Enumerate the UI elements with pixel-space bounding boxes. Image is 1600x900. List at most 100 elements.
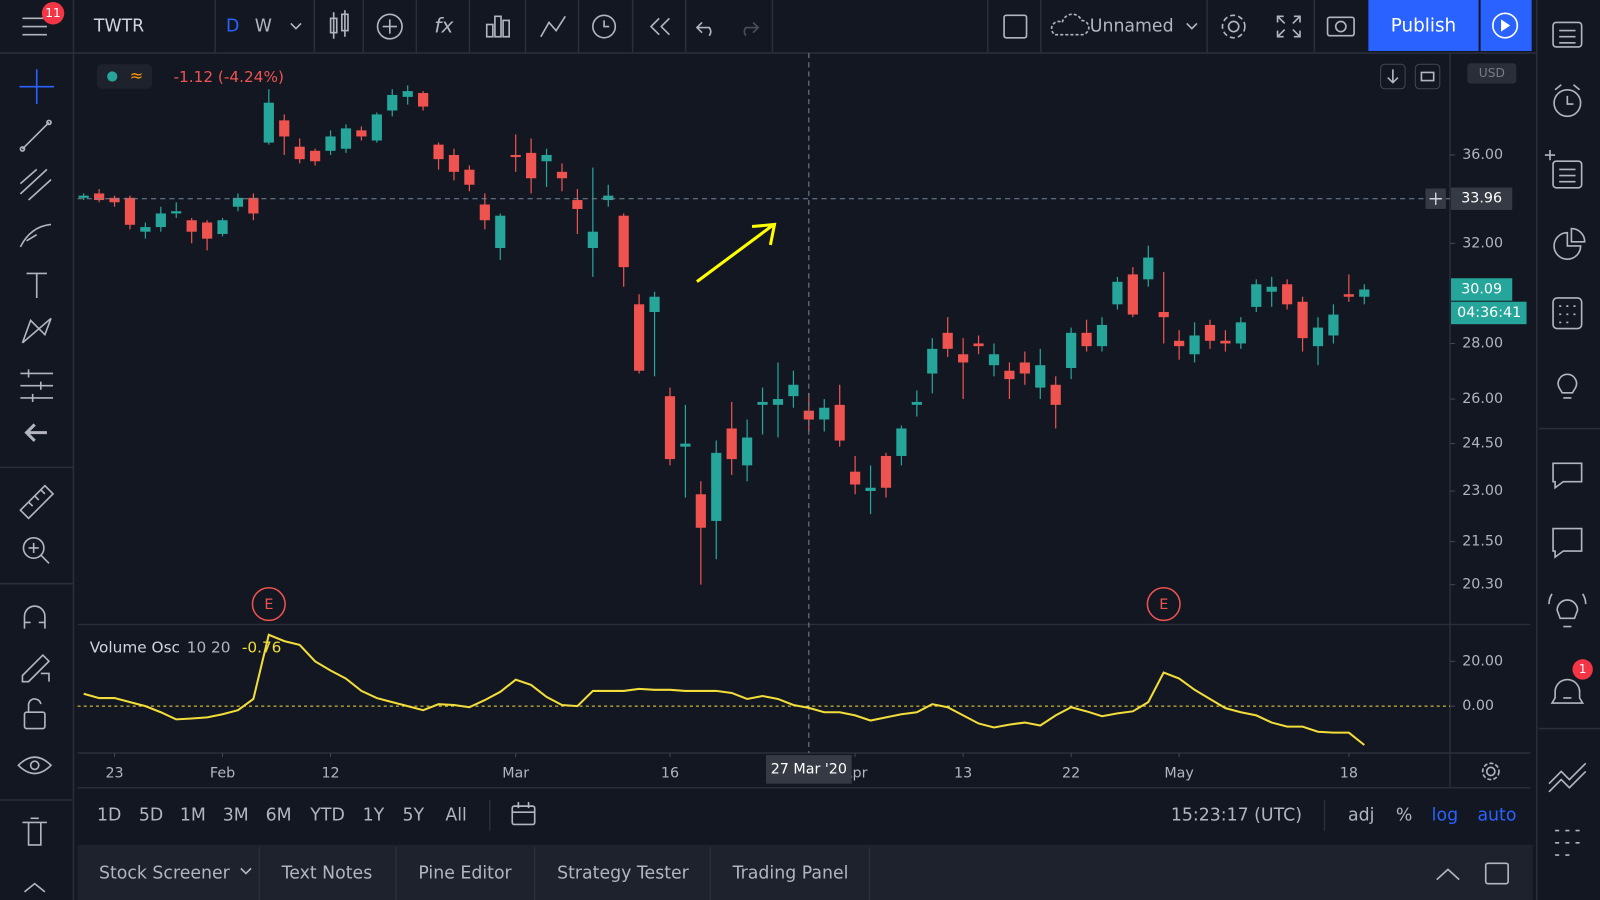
scale-option[interactable]: % [1396, 805, 1412, 825]
settings-button[interactable] [1221, 14, 1246, 39]
earnings-marker [1146, 586, 1181, 622]
bottom-tab[interactable]: Stock Screener [99, 863, 231, 883]
menu-badge [41, 2, 65, 25]
candle-body [1251, 284, 1262, 307]
candle-body [942, 332, 953, 349]
menu-button[interactable] [22, 17, 47, 36]
range-button[interactable]: 1D [97, 805, 121, 825]
arrow-drawing[interactable] [696, 222, 777, 283]
y-tick-label: 32.00 [1462, 235, 1503, 251]
market-status [107, 71, 118, 82]
candle-body [726, 428, 737, 460]
candle-body [1266, 286, 1277, 292]
layout-dropdown[interactable] [1186, 22, 1198, 30]
compare-button[interactable] [376, 13, 403, 40]
osc-value: -0.76 [242, 638, 282, 656]
candle-body [1235, 322, 1246, 344]
candle-body [958, 354, 969, 363]
x-tick-label: May [1164, 765, 1194, 781]
interval-button[interactable]: D [226, 17, 239, 37]
candle-body [1297, 301, 1308, 339]
publish-button[interactable] [1368, 0, 1479, 52]
tab-dropdown[interactable] [240, 867, 252, 875]
y-tick-label: 23.00 [1462, 483, 1503, 499]
currency-box[interactable] [1467, 63, 1517, 84]
candle-body [310, 150, 321, 162]
range-button[interactable]: 1M [180, 805, 206, 825]
range-button[interactable]: 5D [139, 805, 163, 825]
y-tick-label: 0.00 [1462, 698, 1494, 714]
candle-body [263, 102, 274, 143]
range-button[interactable]: 6M [266, 805, 292, 825]
drawing-tools[interactable] [0, 69, 74, 893]
candle-body [742, 437, 753, 466]
y-tick-label: 20.00 [1462, 653, 1503, 669]
candle-body [186, 220, 197, 232]
chart-type-button[interactable] [329, 10, 349, 39]
y-tick-label: 20.30 [1462, 577, 1503, 593]
crosshair-price: 33.96 [1461, 191, 1502, 207]
scale-option[interactable]: auto [1477, 805, 1516, 825]
data-status: ≈ [130, 66, 144, 85]
candle-body [171, 211, 182, 214]
replay-button[interactable] [649, 17, 670, 36]
range-bar: 1D 5D 1M 3M 6M YTD 1Y 5Y All [97, 805, 467, 825]
date-range-button[interactable] [511, 802, 536, 826]
range-button[interactable]: All [445, 805, 466, 825]
indicators-button[interactable]: fx [434, 14, 454, 38]
candle-body [556, 171, 568, 179]
x-tick-label: 23 [105, 765, 123, 781]
symbol[interactable]: TWTR [93, 17, 144, 37]
range-button[interactable]: 1Y [363, 805, 385, 825]
legend-status[interactable] [96, 64, 153, 89]
candle-body [124, 197, 136, 225]
bottom-panel [77, 844, 1533, 900]
candle-body [325, 136, 336, 151]
layout-name[interactable]: Unnamed [1090, 17, 1174, 37]
financials-button[interactable] [485, 15, 511, 38]
candle-body [418, 93, 429, 107]
bottom-tab[interactable]: Text Notes [281, 863, 373, 883]
maximize-button[interactable] [1484, 862, 1509, 885]
bottom-tab[interactable]: Pine Editor [418, 863, 512, 883]
range-button[interactable]: 3M [223, 805, 249, 825]
layout-button[interactable] [1003, 14, 1028, 39]
candle-body [634, 304, 645, 371]
widget-bar[interactable] [1538, 21, 1600, 856]
candle-body [202, 222, 213, 239]
axis-settings[interactable] [1481, 762, 1500, 781]
candle-body [371, 114, 382, 141]
collapse-button[interactable] [1436, 868, 1460, 881]
interval-dropdown[interactable] [290, 22, 302, 30]
notification-badge [1572, 659, 1593, 680]
candle-body [1004, 370, 1015, 380]
candle-body [834, 404, 845, 441]
crosshair-plus [1429, 192, 1442, 205]
alert-button[interactable] [592, 14, 617, 39]
candle-body [1343, 294, 1354, 297]
templates-button[interactable] [540, 15, 566, 38]
scroll-buttons[interactable] [1380, 63, 1441, 90]
range-button[interactable]: 5Y [402, 805, 424, 825]
clock[interactable]: 15:23:17 (UTC) [1171, 805, 1302, 825]
earnings-marker [251, 586, 286, 622]
bottom-tab[interactable]: Trading Panel [732, 863, 849, 883]
redo-button[interactable] [743, 21, 760, 37]
candle-body [248, 197, 259, 214]
candle-body [1359, 289, 1370, 297]
candle-body [911, 401, 922, 405]
candle-body [618, 215, 629, 268]
scale-option[interactable]: adj [1348, 805, 1374, 825]
interval-button[interactable]: W [255, 17, 272, 37]
range-button[interactable]: YTD [309, 805, 345, 825]
crosshair-date: 27 Mar '20 [771, 761, 847, 777]
snapshot-button[interactable] [1326, 16, 1355, 37]
scale-option[interactable]: log [1432, 805, 1458, 825]
candle-body [1035, 365, 1046, 388]
candle-body [850, 471, 861, 485]
undo-button[interactable] [695, 21, 712, 37]
candle-body [402, 91, 413, 97]
fullscreen-button[interactable] [1276, 15, 1301, 38]
bottom-tab[interactable]: Strategy Tester [557, 863, 690, 883]
candle-body [495, 215, 506, 249]
